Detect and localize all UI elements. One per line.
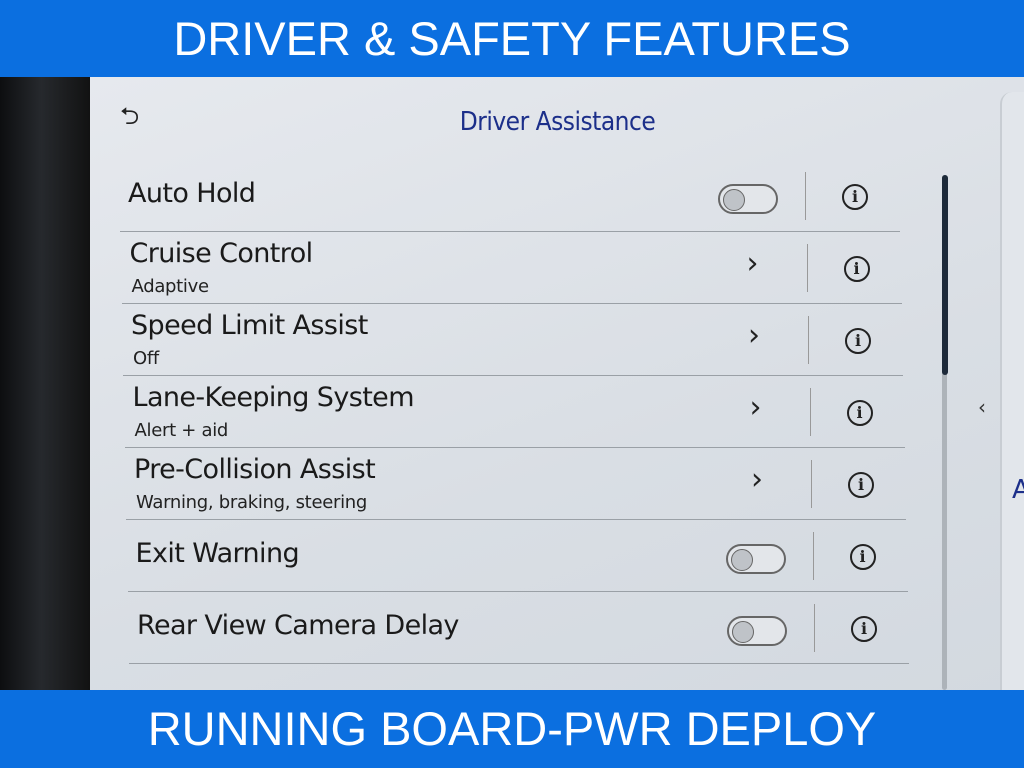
info-icon[interactable]: i	[849, 544, 876, 570]
setting-value: Alert + aid	[134, 420, 229, 441]
divider	[812, 532, 814, 580]
info-icon[interactable]: i	[843, 256, 870, 282]
setting-row[interactable]: Cruise Control Adaptive › i	[121, 232, 902, 304]
chevron-right-icon[interactable]: ›	[751, 462, 763, 497]
info-icon[interactable]: i	[846, 400, 873, 426]
chevron-right-icon[interactable]: ›	[746, 246, 759, 281]
divider	[808, 316, 809, 364]
setting-label: Pre-Collision Assist	[134, 454, 376, 485]
info-icon[interactable]: i	[845, 328, 871, 354]
scrollbar-track[interactable]	[942, 175, 947, 690]
setting-label: Auto Hold	[128, 178, 256, 209]
setting-label: Exit Warning	[135, 538, 300, 569]
setting-row[interactable]: Pre-Collision Assist Warning, braking, st…	[126, 448, 906, 520]
setting-label: Speed Limit Assist	[131, 310, 368, 341]
setting-row[interactable]: Lane-Keeping System Alert + aid › i	[124, 376, 905, 448]
setting-label: Lane-Keeping System	[132, 382, 415, 413]
setting-label: Rear View Camera Delay	[137, 610, 459, 641]
toggle-switch[interactable]	[725, 544, 786, 574]
setting-value: Adaptive	[131, 276, 210, 297]
back-arrow-icon[interactable]: ⮌	[120, 102, 140, 130]
toggle-switch[interactable]	[718, 184, 778, 214]
divider	[814, 604, 815, 652]
setting-value: Warning, braking, steering	[136, 492, 368, 513]
setting-row[interactable]: Exit Warning i	[127, 520, 908, 592]
top-banner: DRIVER & SAFETY FEATURES	[0, 0, 1024, 77]
side-panel-text: A	[1012, 475, 1024, 505]
setting-value: Off	[133, 348, 159, 369]
setting-row[interactable]: Auto Hold i	[120, 160, 900, 232]
info-icon[interactable]: i	[848, 472, 874, 498]
bottom-banner: RUNNING BOARD-PWR DEPLOY	[0, 690, 1024, 768]
driver-assistance-screen: ⮌ Driver Assistance Auto Hold i Cruise Con…	[90, 77, 1024, 692]
info-icon[interactable]: i	[842, 184, 868, 210]
divider	[811, 460, 812, 508]
chevron-right-icon[interactable]: ›	[748, 318, 760, 353]
divider	[809, 388, 811, 436]
info-icon[interactable]: i	[851, 616, 877, 642]
toggle-switch[interactable]	[727, 616, 787, 646]
setting-row[interactable]: Rear View Camera Delay i	[129, 592, 909, 664]
scrollbar-thumb[interactable]	[942, 175, 948, 375]
divider	[806, 244, 808, 292]
setting-label: Cruise Control	[129, 238, 314, 269]
collapse-chevron-icon[interactable]: ‹	[978, 395, 986, 419]
screen-bezel	[0, 77, 92, 690]
page-title: Driver Assistance	[459, 107, 656, 137]
divider	[805, 172, 806, 220]
setting-row[interactable]: Speed Limit Assist Off › i	[123, 304, 903, 376]
side-panel[interactable]	[1000, 92, 1024, 692]
chevron-right-icon[interactable]: ›	[749, 390, 762, 425]
